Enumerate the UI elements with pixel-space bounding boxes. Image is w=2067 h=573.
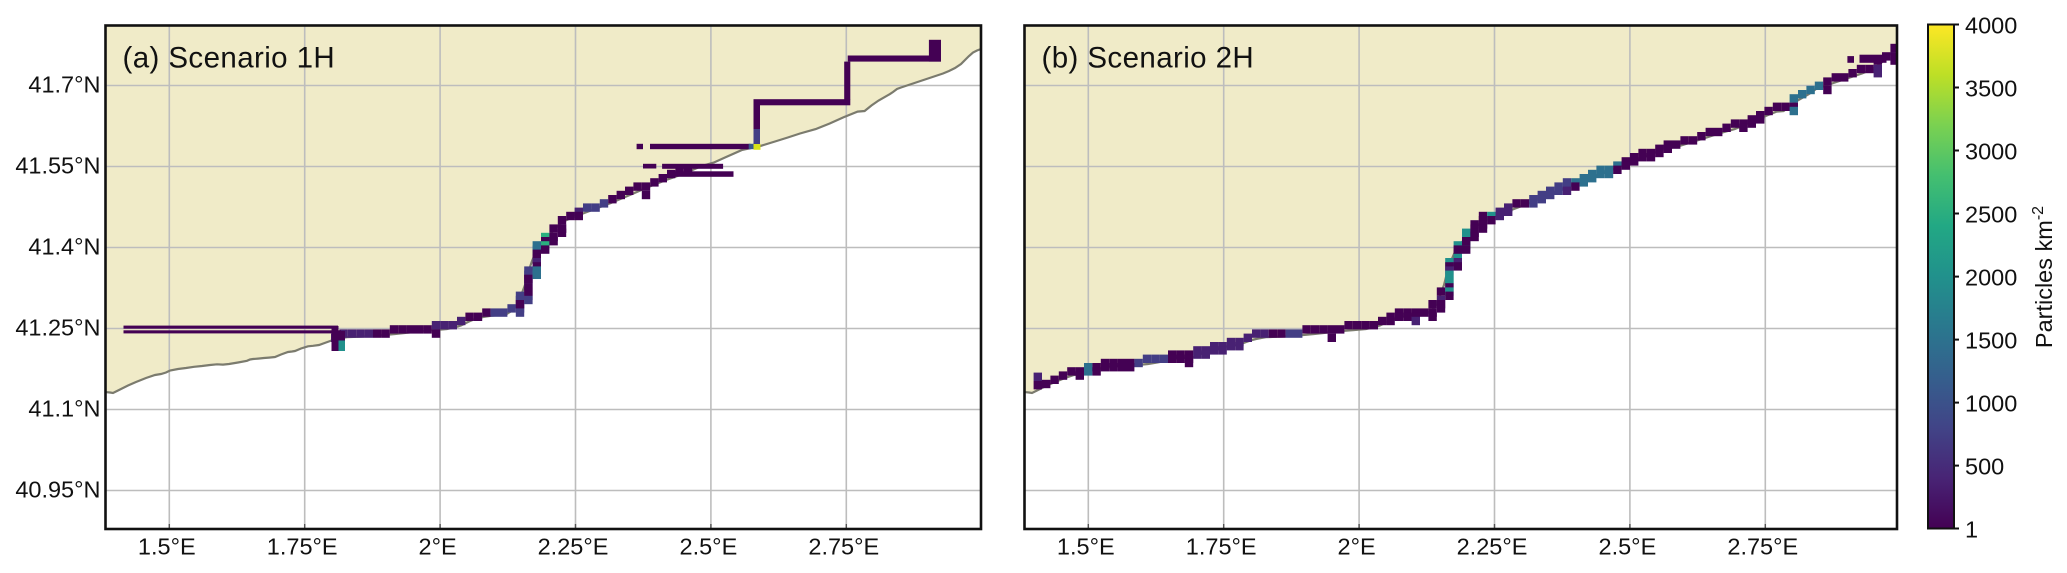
svg-text:2.5°E: 2.5°E xyxy=(1599,534,1657,560)
svg-text:1.5°E: 1.5°E xyxy=(138,534,196,560)
svg-text:2000: 2000 xyxy=(1965,265,2017,291)
svg-text:41.1°N: 41.1°N xyxy=(28,396,100,422)
svg-text:41.25°N: 41.25°N xyxy=(15,315,100,341)
svg-text:1500: 1500 xyxy=(1965,328,2017,354)
svg-text:1: 1 xyxy=(1965,517,1978,543)
svg-text:(a) Scenario 1H: (a) Scenario 1H xyxy=(123,42,336,75)
svg-text:Particles km-2: Particles km-2 xyxy=(2030,206,2057,348)
svg-text:2.25°E: 2.25°E xyxy=(1457,534,1528,560)
svg-text:1.5°E: 1.5°E xyxy=(1057,534,1115,560)
svg-text:2.5°E: 2.5°E xyxy=(680,534,738,560)
svg-text:3500: 3500 xyxy=(1965,76,2017,102)
svg-text:2.25°E: 2.25°E xyxy=(538,534,609,560)
svg-text:2°E: 2°E xyxy=(1338,534,1376,560)
svg-text:4000: 4000 xyxy=(1965,13,2017,39)
svg-text:41.55°N: 41.55°N xyxy=(15,153,100,179)
svg-text:500: 500 xyxy=(1965,454,2004,480)
svg-text:41.4°N: 41.4°N xyxy=(28,234,100,260)
svg-text:3000: 3000 xyxy=(1965,139,2017,165)
svg-text:1.75°E: 1.75°E xyxy=(1186,534,1257,560)
svg-text:2500: 2500 xyxy=(1965,202,2017,228)
svg-text:40.95°N: 40.95°N xyxy=(15,477,100,503)
svg-text:2.75°E: 2.75°E xyxy=(808,534,879,560)
svg-text:1000: 1000 xyxy=(1965,391,2017,417)
svg-text:2°E: 2°E xyxy=(419,534,457,560)
svg-text:(b) Scenario 2H: (b) Scenario 2H xyxy=(1042,42,1255,75)
svg-text:41.7°N: 41.7°N xyxy=(28,72,100,98)
svg-text:2.75°E: 2.75°E xyxy=(1727,534,1798,560)
svg-text:1.75°E: 1.75°E xyxy=(267,534,338,560)
